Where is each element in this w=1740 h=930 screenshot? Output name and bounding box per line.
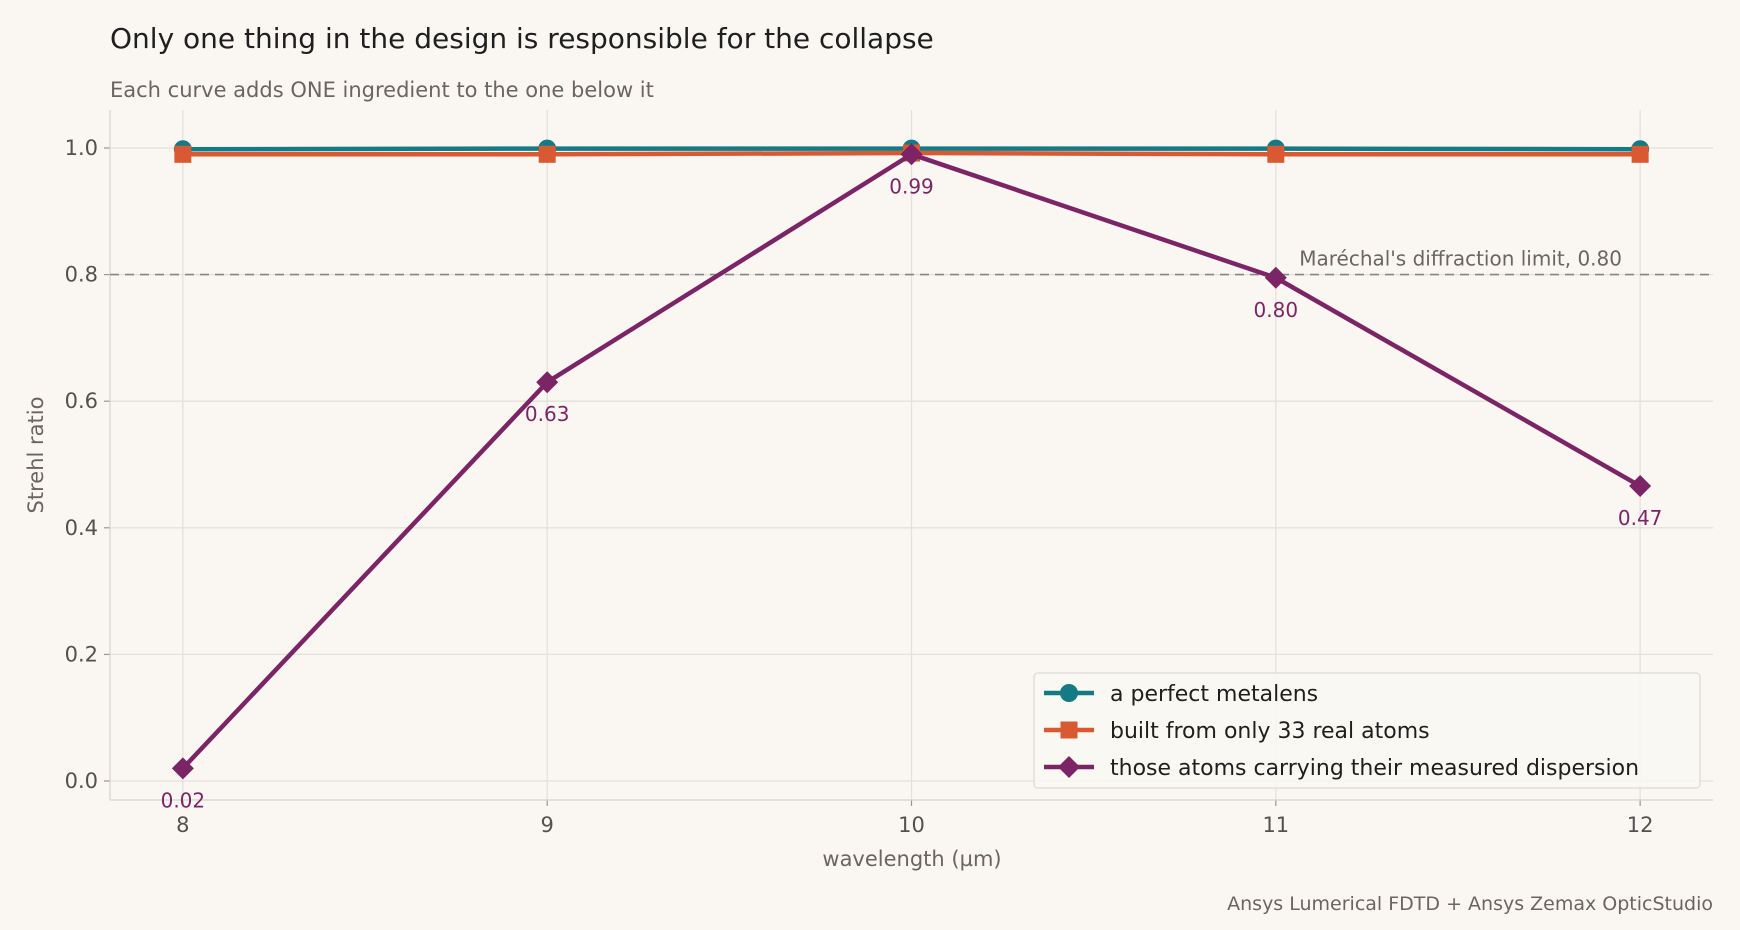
data-point-measured-dispersion [1264,266,1287,289]
y-tick-label: 0.0 [65,769,98,793]
source-note: Ansys Lumerical FDTD + Ansys Zemax Optic… [1227,893,1713,915]
legend-box [1033,672,1701,789]
chart-subtitle: Each curve adds ONE ingredient to the on… [110,78,654,102]
chart-title: Only one thing in the design is responsi… [110,22,934,55]
data-point-real-atoms [174,145,192,163]
data-point-measured-dispersion [1629,475,1652,498]
data-label: 0.99 [889,174,934,198]
series-measured-dispersion [171,143,1652,780]
legend-swatch-marker [1060,721,1078,739]
x-axis-label: wavelength (µm) [822,847,1001,871]
series-group [171,139,1652,780]
legend-item-perfect-metalens: a perfect metalens [1044,682,1318,707]
data-label: 0.47 [1618,506,1663,530]
y-tick-label: 1.0 [65,136,98,160]
data-point-real-atoms [538,145,556,163]
y-tick-label: 0.2 [65,642,98,666]
legend-swatch-marker [1058,756,1080,778]
legend-label: built from only 33 real atoms [1110,719,1430,744]
axes: 8 9 10 11 12 0.0 0.2 0.4 0.6 0.8 1.0 [65,110,1713,837]
legend-swatch-marker [1060,684,1078,702]
y-tick-label: 0.6 [65,389,98,413]
data-label: 0.80 [1254,298,1299,322]
legend: a perfect metalens built from only 33 rea… [1033,672,1701,789]
x-tick-label: 9 [540,813,553,837]
legend-label: a perfect metalens [1110,682,1318,707]
x-tick-label: 12 [1627,813,1654,837]
legend-item-real-atoms: built from only 33 real atoms [1044,719,1430,744]
x-tick-label: 11 [1262,813,1289,837]
legend-item-measured-dispersion: those atoms carrying their measured disp… [1044,756,1639,781]
x-tick-label: 10 [898,813,925,837]
y-axis-label: Strehl ratio [24,397,48,514]
data-point-real-atoms [1631,145,1649,163]
x-tick-label: 8 [176,813,189,837]
data-point-measured-dispersion [171,757,194,780]
data-labels: 0.02 0.63 0.99 0.80 0.47 [161,174,1663,812]
marechal-limit-label: Maréchal's diffraction limit, 0.80 [1299,247,1622,271]
data-point-measured-dispersion [900,143,923,166]
y-tick-label: 0.8 [65,263,98,287]
data-label: 0.63 [525,402,570,426]
data-point-measured-dispersion [536,371,559,394]
data-label: 0.02 [161,788,206,812]
data-point-real-atoms [1267,145,1285,163]
reference-line-group: Maréchal's diffraction limit, 0.80 [110,247,1713,276]
legend-label: those atoms carrying their measured disp… [1110,756,1639,781]
y-tick-label: 0.4 [65,516,98,540]
